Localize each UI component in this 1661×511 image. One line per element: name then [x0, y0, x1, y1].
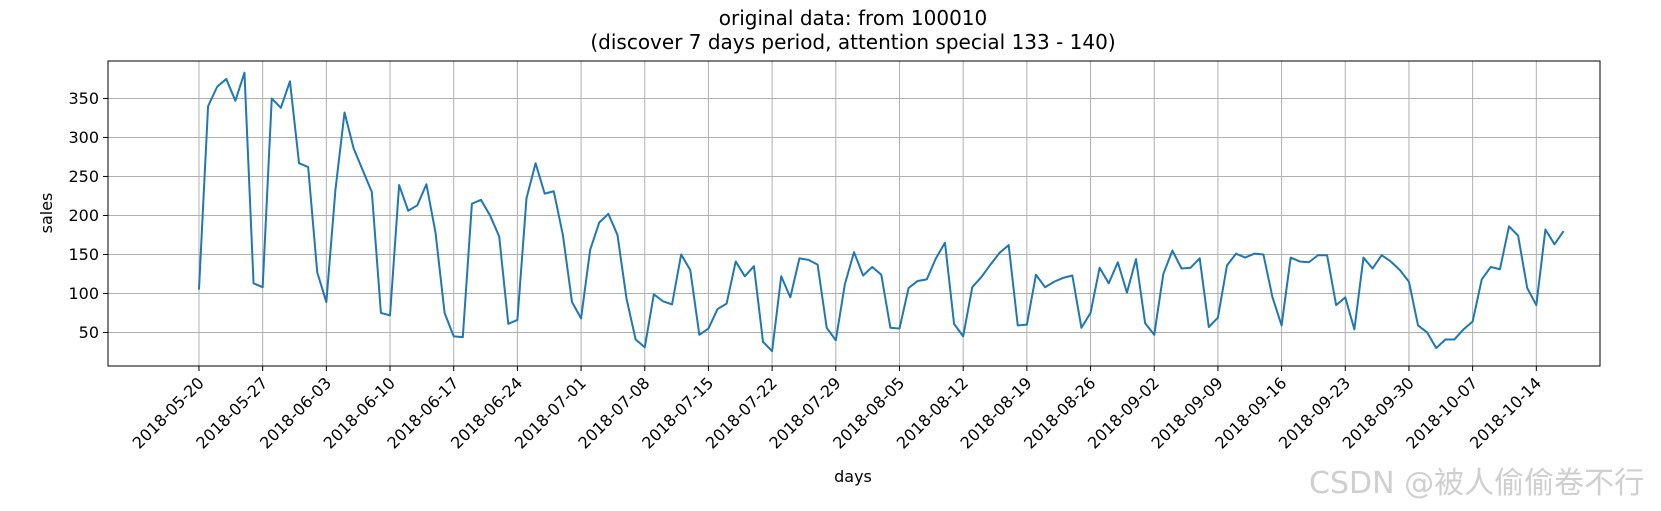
chart-title: original data: from 100010	[719, 6, 988, 30]
y-tick-label: 150	[68, 245, 99, 264]
x-axis-label: days	[834, 467, 872, 486]
x-axis: 2018-05-202018-05-272018-06-032018-06-10…	[129, 366, 1545, 453]
sales-line	[197, 71, 1565, 353]
plot-frame	[107, 60, 1601, 367]
grid-lines	[108, 61, 1600, 366]
watermark: CSDN @被人偷偷卷不行	[1309, 466, 1645, 501]
y-tick-label: 350	[68, 89, 99, 108]
chart-subtitle: (discover 7 days period, attention speci…	[590, 30, 1115, 54]
y-tick-label: 50	[79, 323, 99, 342]
y-tick-label: 200	[68, 206, 99, 225]
y-axis: 50 100 150 200 250 300 350	[68, 89, 108, 342]
y-axis-label: sales	[37, 193, 56, 234]
y-tick-label: 100	[68, 284, 99, 303]
y-tick-label: 300	[68, 128, 99, 147]
y-tick-label: 250	[68, 167, 99, 186]
series-layer	[197, 71, 1565, 353]
